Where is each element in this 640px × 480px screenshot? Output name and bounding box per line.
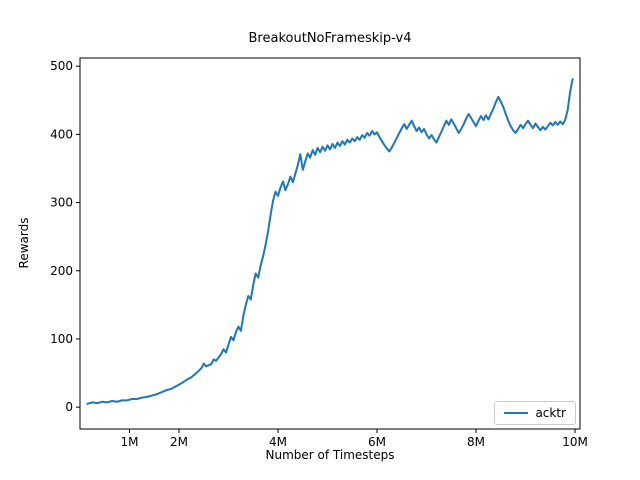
x-tick-label: 2M	[170, 435, 188, 449]
y-tick-label: 400	[50, 127, 73, 141]
x-tick-label: 10M	[562, 435, 588, 449]
y-tick-label: 500	[50, 59, 73, 73]
legend-line-sample	[504, 412, 529, 414]
legend: acktr	[494, 401, 576, 425]
y-axis-label: Rewards	[17, 217, 31, 269]
y-tick-label: 200	[50, 264, 73, 278]
y-tick-label: 100	[50, 332, 73, 346]
y-tick-label: 300	[50, 196, 73, 210]
chart-title: BreakoutNoFrameskip-v4	[248, 31, 412, 46]
x-axis-label: Number of Timesteps	[265, 448, 395, 462]
x-tick-label: 6M	[368, 435, 386, 449]
axes-frame	[79, 57, 581, 430]
x-tick-label: 1M	[121, 435, 139, 449]
legend-label: acktr	[535, 406, 566, 420]
series-line-acktr	[86, 78, 574, 405]
y-tick-label: 0	[65, 400, 73, 414]
x-tick-label: 8M	[467, 435, 485, 449]
x-tick-label: 4M	[269, 435, 287, 449]
